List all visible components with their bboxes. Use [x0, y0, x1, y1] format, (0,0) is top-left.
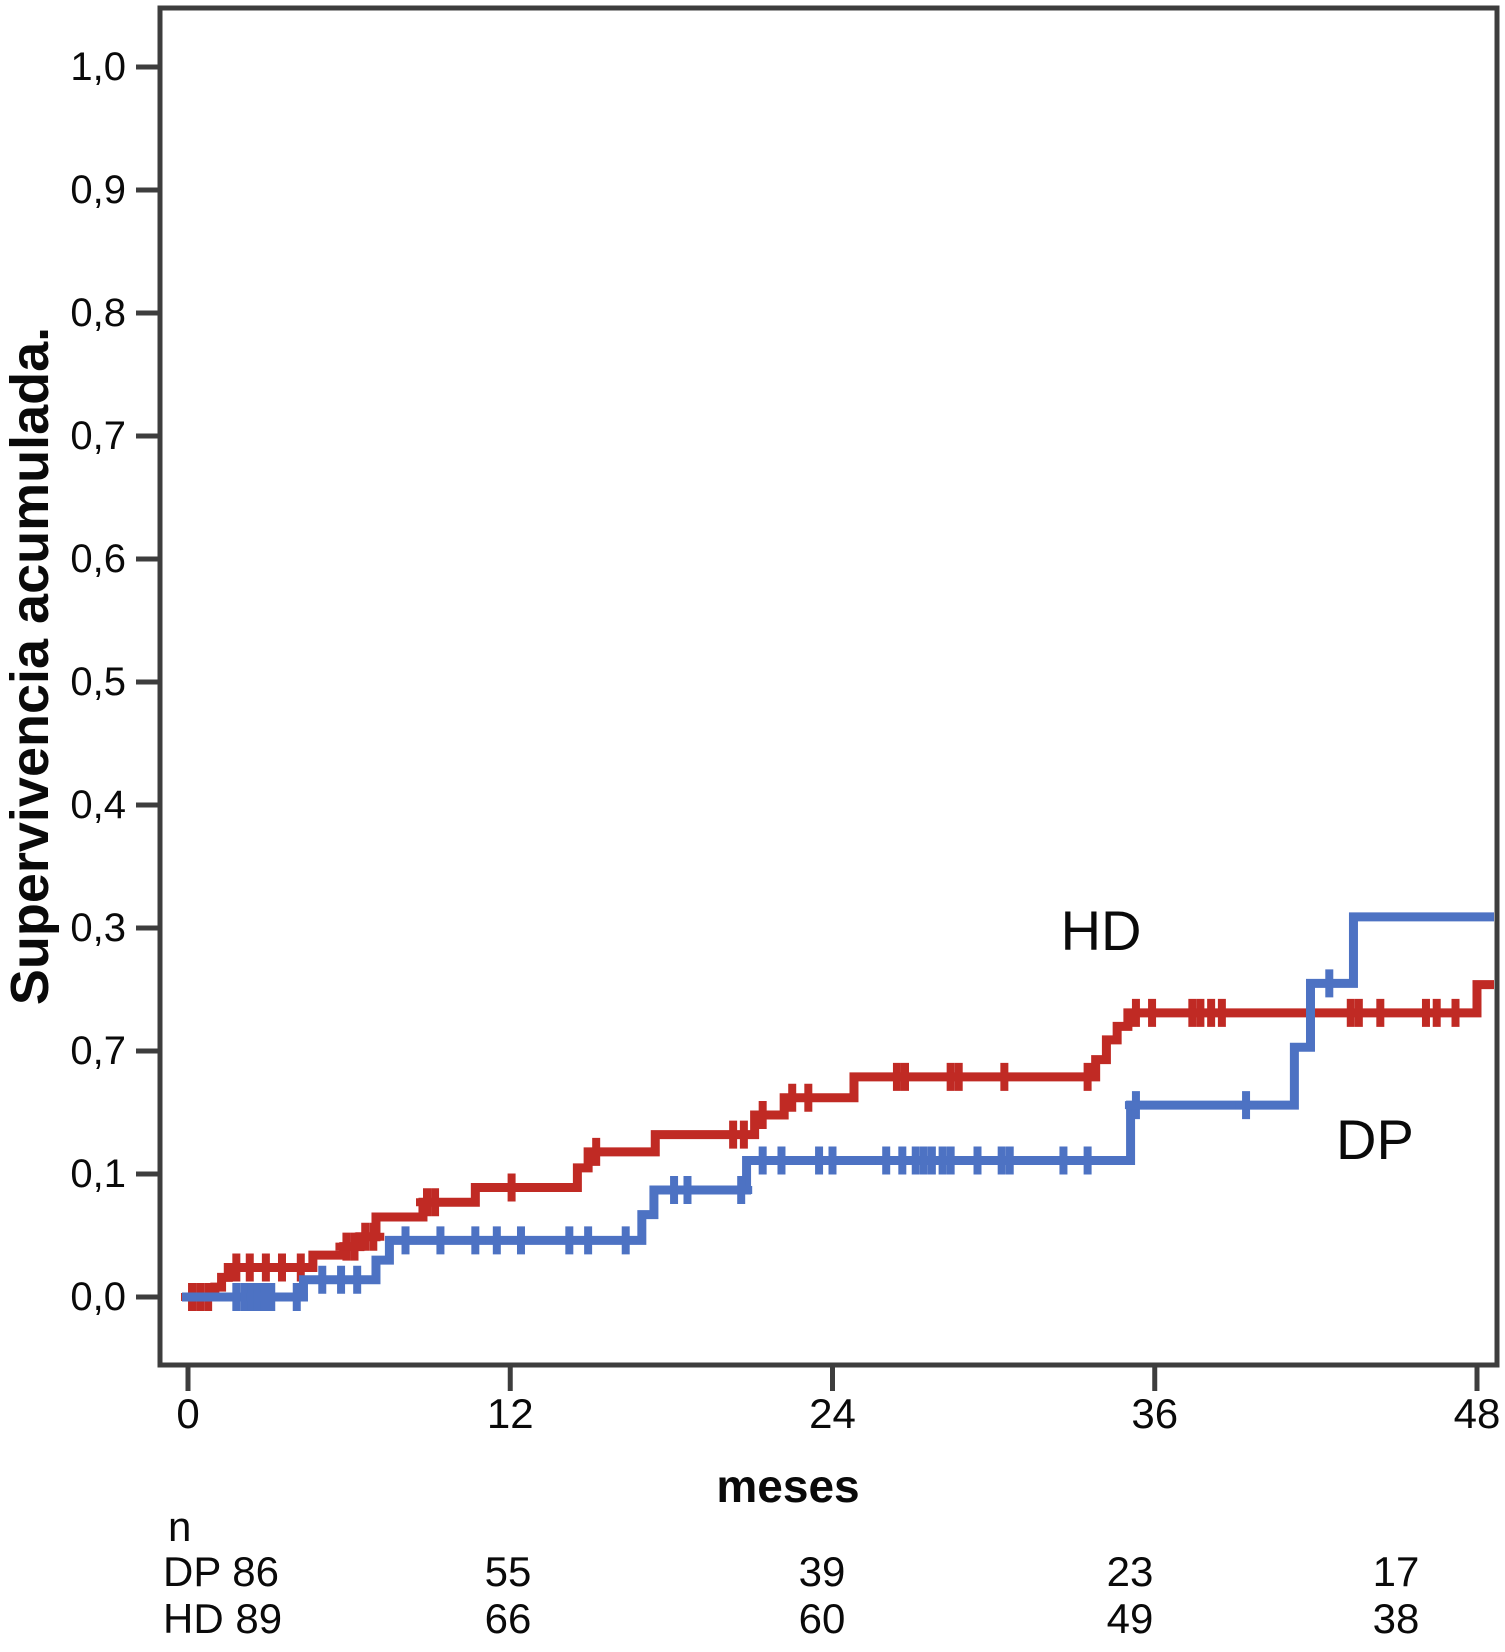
hd-series-label: HD [1061, 899, 1142, 962]
y-axis-tick-label: 0,3 [70, 906, 126, 950]
risk-table-count-dp-12: 55 [485, 1548, 532, 1595]
y-axis-tick-label: 1,0 [70, 45, 126, 89]
y-axis-tick-label: 0,4 [70, 783, 126, 827]
risk-table-row-label-dp: DP 86 [163, 1548, 279, 1595]
y-axis-tick-label: 0,1 [70, 1152, 126, 1196]
plot-border [157, 5, 1500, 1368]
x-axis-tick-label: 12 [487, 1390, 534, 1437]
y-axis-tick-label: 0,8 [70, 291, 126, 335]
risk-table-header: n [168, 1503, 191, 1550]
x-axis-tick-label: 0 [176, 1390, 199, 1437]
x-axis-tick-label: 24 [809, 1390, 856, 1437]
y-axis-tick-label: 0,9 [70, 168, 126, 212]
risk-table-row-label-hd: HD 89 [163, 1595, 282, 1642]
dp-series-label: DP [1336, 1108, 1414, 1171]
risk-table-count-hd-12: 66 [485, 1595, 532, 1642]
y-axis-tick-label: 0,7 [70, 1029, 126, 1073]
dp-curve [182, 912, 1494, 1302]
risk-table-count-hd-24: 60 [799, 1595, 846, 1642]
y-axis-tick-label: 0,5 [70, 660, 126, 704]
y-axis-title: Supervivencia acumulada. [0, 327, 60, 1005]
y-axis-tick-label: 0,7 [70, 414, 126, 458]
hd-curve [182, 980, 1494, 1302]
x-axis-title: meses [716, 1460, 859, 1512]
risk-table-count-dp-48: 17 [1373, 1548, 1420, 1595]
risk-table-count-hd-48: 38 [1373, 1595, 1420, 1642]
y-axis-tick-label: 0,0 [70, 1275, 126, 1319]
x-axis-tick-label: 48 [1454, 1390, 1501, 1437]
risk-table-count-dp-24: 39 [799, 1548, 846, 1595]
x-axis-tick-label: 36 [1131, 1390, 1178, 1437]
y-axis-tick-label: 0,6 [70, 537, 126, 581]
risk-table-count-hd-36: 49 [1107, 1595, 1154, 1642]
risk-table-count-dp-36: 23 [1107, 1548, 1154, 1595]
